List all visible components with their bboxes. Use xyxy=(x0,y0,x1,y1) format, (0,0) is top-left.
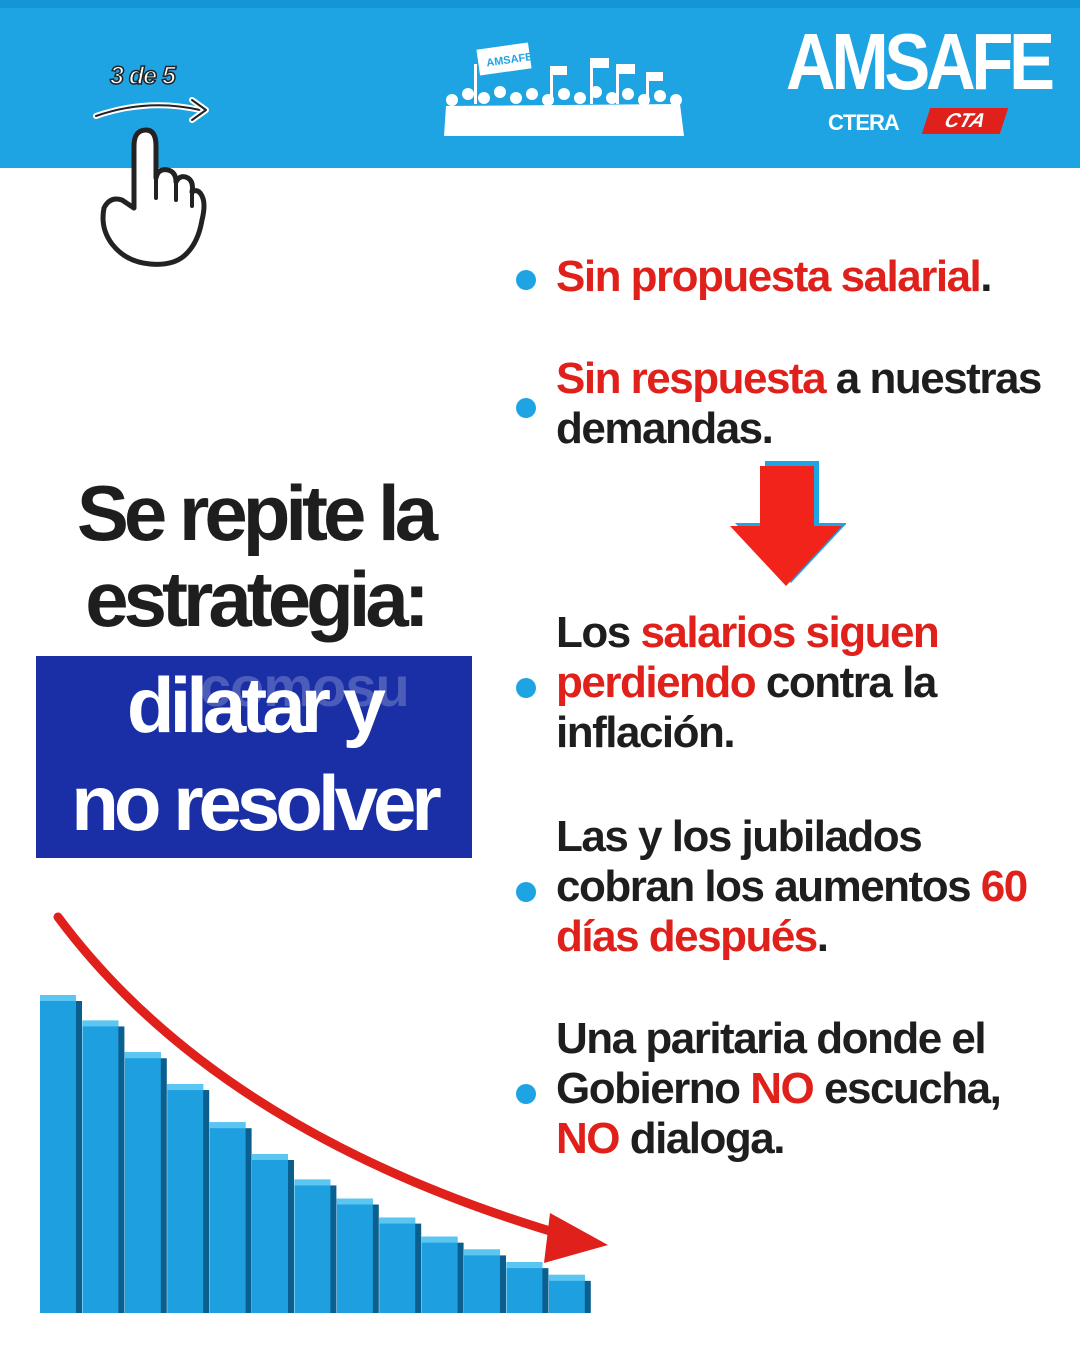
bullet-text: cobran los aumentos xyxy=(556,862,981,911)
bullet-emphasis: días después xyxy=(556,912,818,961)
bullet-emphasis: salarios siguen xyxy=(640,608,939,657)
bar-shadow xyxy=(580,1280,591,1313)
bar-top xyxy=(294,1179,331,1186)
bar-shadow xyxy=(72,1001,82,1313)
swipe-hand-icon xyxy=(93,97,209,267)
decline-bar xyxy=(82,1020,119,1313)
bar-shadow xyxy=(156,1058,167,1313)
amsafe-logo: AMSAFE CTERA CTA xyxy=(786,22,1055,142)
watermark: comosu xyxy=(200,655,410,718)
bullet-line: Las y los jubilados xyxy=(556,812,923,862)
bullet-text: Los xyxy=(556,608,641,657)
bullet-dot xyxy=(516,678,536,698)
highlight-line-2: no resolver xyxy=(71,759,442,847)
bullet-line: Sin propuesta salarial. xyxy=(556,252,992,302)
bullet-line: cobran los aumentos 60 xyxy=(556,862,1028,912)
bullet-dot xyxy=(516,1084,536,1104)
header-shade xyxy=(0,0,1080,8)
decline-bar xyxy=(336,1198,373,1313)
headline: Se repite la estrategia: xyxy=(30,470,480,642)
bar-top xyxy=(379,1217,416,1224)
bullet-line: Una paritaria donde el xyxy=(556,1014,987,1064)
bar-shadow xyxy=(411,1223,422,1313)
bullet-line: perdiendo contra la xyxy=(556,658,937,708)
bar-shadow xyxy=(326,1185,337,1313)
crowd-protest-illustration: AMSAFE xyxy=(440,40,688,136)
swipe-indicator: 3 de 5 xyxy=(88,58,218,273)
bullet-emphasis: Sin respuesta xyxy=(556,354,827,403)
decline-bar xyxy=(167,1084,204,1313)
headline-line-1: Se repite la xyxy=(76,469,438,557)
decline-bar xyxy=(294,1179,331,1313)
trend-arrow-icon xyxy=(53,912,575,1242)
bullet-text: Gobierno xyxy=(556,1064,751,1113)
bullet-line: Sin respuesta a nuestras xyxy=(556,354,1043,404)
crowd-protest-icon: AMSAFE xyxy=(444,42,684,136)
bullet-line: días después. xyxy=(556,912,829,962)
bullet-line: NO dialoga. xyxy=(556,1114,786,1164)
bar-shadow xyxy=(453,1242,464,1313)
bullet-text: dialoga. xyxy=(619,1114,786,1163)
bullet-text: contra la xyxy=(755,658,937,707)
bullet-emphasis: 60 xyxy=(980,862,1028,911)
bar-top xyxy=(124,1052,161,1059)
bullet-text: escucha, xyxy=(813,1064,1002,1113)
bar-shadow xyxy=(496,1255,506,1313)
headline-line-2: estrategia: xyxy=(85,555,430,643)
decline-bar xyxy=(464,1249,500,1313)
bullet-text: demandas. xyxy=(556,404,774,453)
bullet-text: Las y los jubilados xyxy=(556,812,923,861)
bar-top xyxy=(167,1084,204,1091)
headline-highlight-box: dilatar y no resolver xyxy=(36,656,472,858)
bar-shadow xyxy=(284,1160,294,1313)
trend-arrow-head xyxy=(544,1213,608,1263)
bullet-line: Gobierno NO escucha, xyxy=(556,1064,1002,1114)
bar-top xyxy=(421,1236,458,1243)
bar-top xyxy=(506,1262,543,1269)
bullet-text: . xyxy=(980,252,992,301)
bullet-dot xyxy=(516,882,536,902)
bar-top xyxy=(252,1154,288,1160)
bullet-emphasis: NO xyxy=(556,1114,621,1163)
bar-top xyxy=(82,1020,119,1027)
decline-bar xyxy=(421,1236,458,1313)
down-arrow-icon xyxy=(730,461,846,586)
decline-bar xyxy=(506,1262,543,1313)
declining-bar-chart xyxy=(40,912,608,1313)
decline-bar xyxy=(124,1052,161,1313)
bar-top xyxy=(40,995,76,1001)
bullet-text: Una paritaria donde el xyxy=(556,1014,987,1063)
bullet-line: inflación. xyxy=(556,708,736,758)
logo-cta: CTA xyxy=(921,108,1009,134)
header-banner xyxy=(0,0,1080,168)
bullet-emphasis: Sin propuesta salarial xyxy=(556,252,982,301)
bar-shadow xyxy=(199,1090,210,1313)
decline-bar xyxy=(252,1154,288,1313)
bullet-text: . xyxy=(816,912,829,961)
highlight-line-1: dilatar y xyxy=(126,661,386,749)
logo-ctera: CTERA xyxy=(828,110,900,135)
bullet-line: demandas. xyxy=(556,404,774,454)
decline-bar xyxy=(548,1274,585,1313)
bullet-text: a nuestras xyxy=(825,354,1043,403)
bullet-emphasis: perdiendo xyxy=(556,658,757,707)
bar-shadow xyxy=(538,1268,549,1313)
logo-title: AMSAFE xyxy=(786,17,1055,106)
decline-bar xyxy=(40,995,76,1313)
bar-top xyxy=(464,1249,500,1256)
decline-bar xyxy=(209,1122,246,1313)
bar-shadow xyxy=(114,1026,125,1313)
bar-top xyxy=(548,1274,585,1281)
bullet-dot xyxy=(516,270,536,290)
bullet-dot xyxy=(516,398,536,418)
bullet-line: Los salarios siguen xyxy=(556,608,940,658)
bullet-text: inflación. xyxy=(556,708,736,757)
decline-bar xyxy=(379,1217,416,1313)
bar-top xyxy=(209,1122,246,1129)
bullet-emphasis: NO xyxy=(750,1064,815,1113)
bar-top xyxy=(336,1198,373,1205)
bar-shadow xyxy=(241,1128,252,1313)
bar-shadow xyxy=(368,1204,379,1313)
slide-counter: 3 de 5 xyxy=(109,61,176,91)
